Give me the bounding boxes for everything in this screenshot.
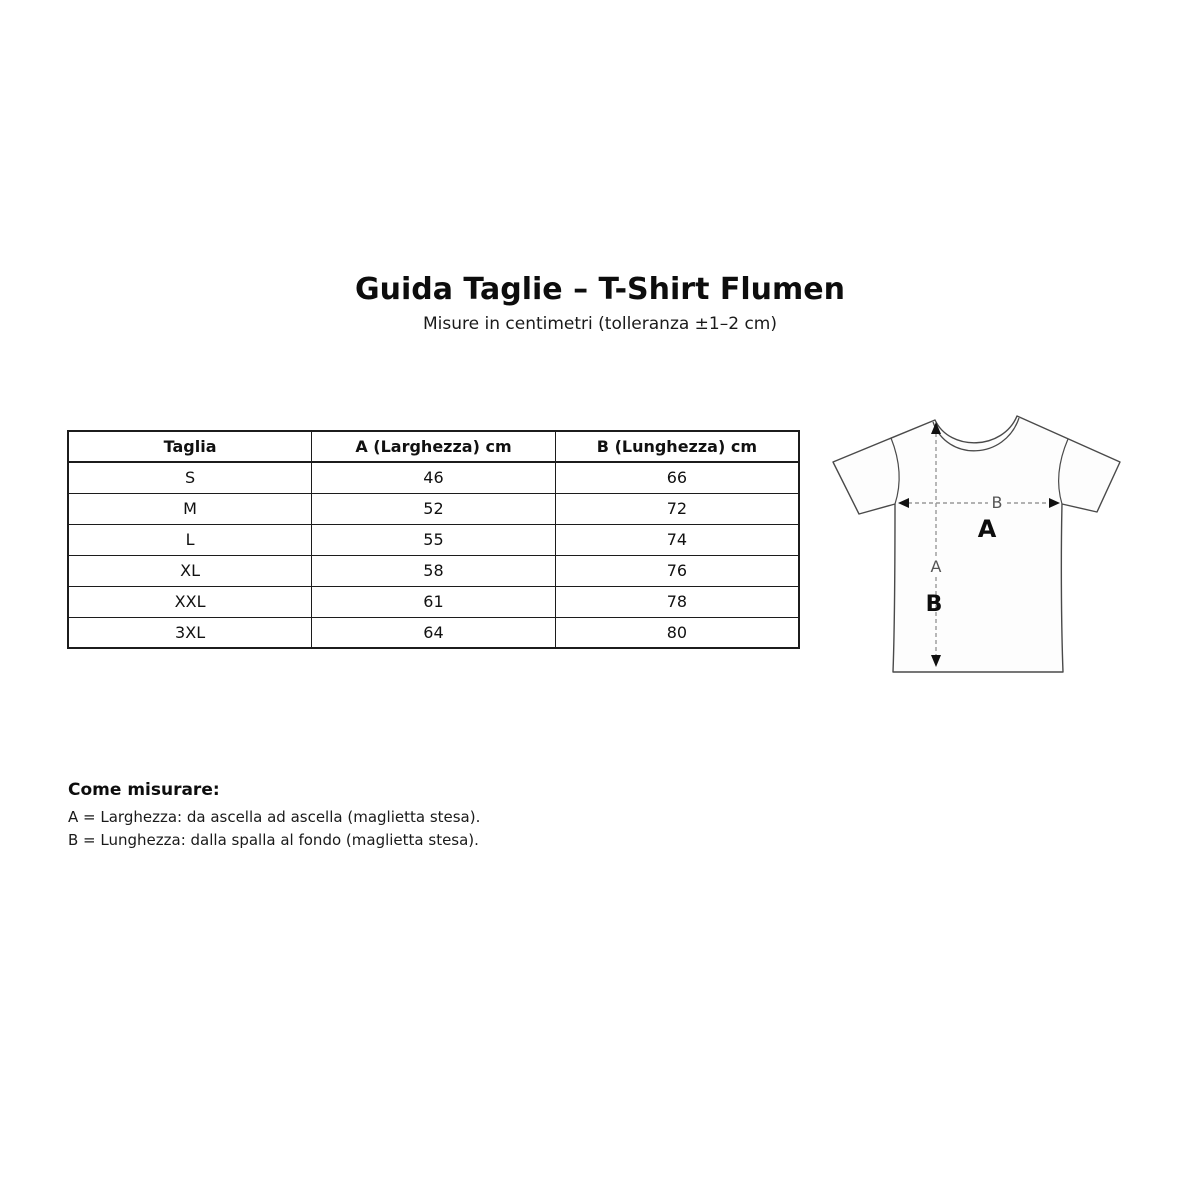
table-row: L 55 74 bbox=[67, 523, 800, 556]
size-cell: M bbox=[67, 492, 313, 525]
table-header-row: Taglia A (Larghezza) cm B (Lunghezza) cm bbox=[67, 430, 800, 463]
how-to-measure-section: Come misurare: A = Larghezza: da ascella… bbox=[68, 780, 480, 852]
table-row: XXL 61 78 bbox=[67, 585, 800, 618]
length-bold-label: B bbox=[926, 592, 943, 617]
tshirt-measurement-diagram: B A A B bbox=[825, 398, 1125, 683]
table-row: 3XL 64 80 bbox=[67, 616, 800, 649]
size-cell: S bbox=[67, 461, 313, 494]
size-cell: XL bbox=[67, 554, 313, 587]
length-cell: 66 bbox=[554, 461, 800, 494]
length-cell: 78 bbox=[554, 585, 800, 618]
length-line-label: A bbox=[931, 557, 942, 576]
size-table: Taglia A (Larghezza) cm B (Lunghezza) cm… bbox=[67, 430, 800, 649]
how-to-measure-heading: Come misurare: bbox=[68, 780, 220, 800]
table-row: XL 58 76 bbox=[67, 554, 800, 587]
length-cell: 80 bbox=[554, 616, 800, 649]
table-row: M 52 72 bbox=[67, 492, 800, 525]
size-cell: L bbox=[67, 523, 313, 556]
page-subtitle: Misure in centimetri (tolleranza ±1–2 cm… bbox=[422, 314, 778, 334]
width-bold-label: A bbox=[978, 515, 997, 543]
column-header-width: A (Larghezza) cm bbox=[311, 430, 556, 463]
arrow-up-icon bbox=[931, 422, 941, 434]
length-cell: 72 bbox=[554, 492, 800, 525]
width-cell: 52 bbox=[311, 492, 556, 525]
left-armhole-seam bbox=[890, 437, 900, 505]
size-cell: 3XL bbox=[67, 616, 313, 649]
length-cell: 76 bbox=[554, 554, 800, 587]
width-cell: 61 bbox=[311, 585, 556, 618]
width-cell: 55 bbox=[311, 523, 556, 556]
arrow-down-icon bbox=[931, 655, 941, 667]
column-header-length: B (Lunghezza) cm bbox=[554, 430, 800, 463]
column-header-size: Taglia bbox=[67, 430, 313, 463]
measure-note-length: B = Lunghezza: dalla spalla al fondo (ma… bbox=[68, 831, 479, 849]
tshirt-diagram-svg: B A A B bbox=[832, 415, 1121, 673]
page-title: Guida Taglie – T-Shirt Flumen bbox=[355, 272, 845, 307]
width-line-label: B bbox=[992, 493, 1003, 512]
right-armhole-seam bbox=[1058, 438, 1069, 505]
measure-note-width: A = Larghezza: da ascella ad ascella (ma… bbox=[68, 808, 481, 826]
arrow-right-icon bbox=[1049, 498, 1060, 508]
width-cell: 64 bbox=[311, 616, 556, 649]
arrow-left-icon bbox=[898, 498, 909, 508]
size-cell: XXL bbox=[67, 585, 313, 618]
length-cell: 74 bbox=[554, 523, 800, 556]
table-row: S 46 66 bbox=[67, 461, 800, 494]
tshirt-outline bbox=[832, 415, 1121, 673]
width-cell: 46 bbox=[311, 461, 556, 494]
width-cell: 58 bbox=[311, 554, 556, 587]
